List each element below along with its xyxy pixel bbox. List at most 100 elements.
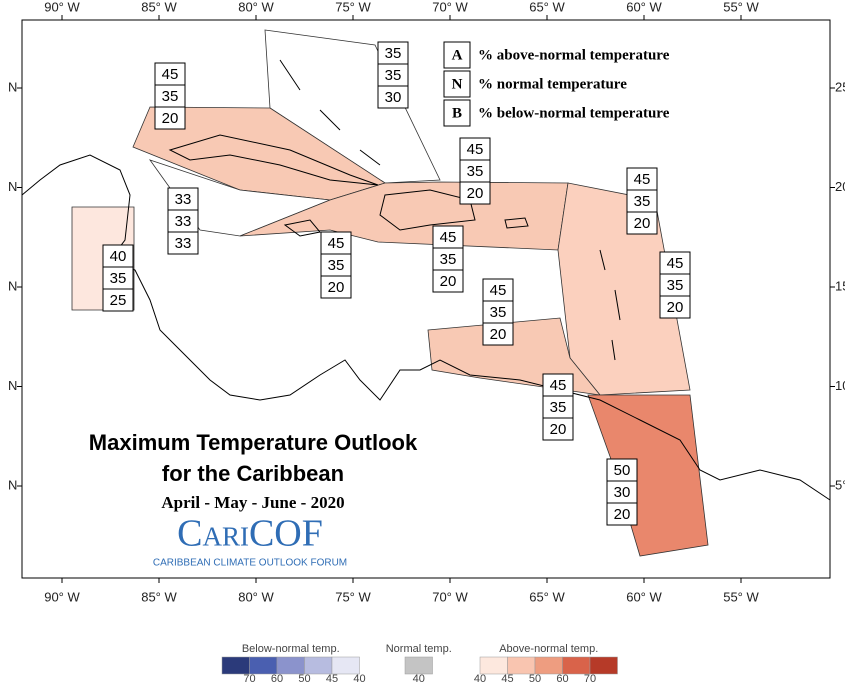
lon-label-bottom: 65° W — [529, 589, 565, 604]
prob-value: 45 — [162, 66, 179, 83]
prob-value: 45 — [490, 282, 507, 299]
title-line2: for the Caribbean — [162, 461, 344, 486]
colorbar-tick: 40 — [474, 673, 486, 684]
prob-value: 45 — [667, 255, 684, 272]
prob-cell — [626, 211, 658, 235]
colorbar-label: Above-normal temp. — [499, 643, 598, 655]
hispaniola — [379, 189, 476, 231]
prob-cell — [459, 181, 491, 205]
prob-value: 45 — [467, 141, 484, 158]
lon-label-bottom: 70° W — [432, 589, 468, 604]
colorbar-swatch — [404, 656, 433, 675]
prob-cell — [320, 275, 352, 299]
prob-value: 35 — [328, 257, 345, 274]
key-letter: B — [452, 105, 462, 121]
prob-value: 45 — [328, 235, 345, 252]
prob-value: 20 — [614, 506, 631, 523]
colorbar-swatch — [249, 656, 278, 675]
lat-label-right: 5° — [835, 477, 845, 492]
prob-value: 30 — [385, 89, 402, 106]
antilles — [599, 249, 621, 361]
lon-label-top: 65° W — [529, 0, 565, 14]
lon-label-bottom: 60° W — [626, 589, 662, 604]
colorbar-swatch — [276, 656, 305, 675]
key-letter: A — [452, 47, 463, 63]
lon-label-top: 70° W — [432, 0, 468, 14]
key-text: % above-normal temperature — [478, 47, 670, 63]
colorbar-label: Below-normal temp. — [242, 643, 340, 655]
key-box — [443, 99, 471, 127]
key-text: % below-normal temperature — [478, 105, 670, 121]
lon-label-bottom: 85° W — [141, 589, 177, 604]
prob-value: 20 — [667, 299, 684, 316]
colorbar-swatch — [562, 656, 591, 675]
lon-label-top: 85° W — [141, 0, 177, 14]
prob-cell — [167, 231, 199, 255]
prob-value: 35 — [385, 45, 402, 62]
title-period: April - May - June - 2020 — [161, 493, 344, 512]
colorbar-tick: 70 — [243, 673, 255, 684]
prob-value: 45 — [634, 171, 651, 188]
puerto-rico — [504, 217, 529, 229]
prob-value: 35 — [490, 304, 507, 321]
lat-label-right: 25 — [835, 79, 845, 94]
prob-value: 33 — [175, 235, 192, 252]
lon-label-top: 75° W — [335, 0, 371, 14]
key-box — [443, 70, 471, 98]
colorbar-swatch — [589, 656, 618, 675]
prob-value: 35 — [162, 88, 179, 105]
colorbar-tick: 50 — [298, 673, 310, 684]
colorbar-tick: 40 — [353, 673, 365, 684]
prob-cell — [102, 288, 134, 312]
key-text: % normal temperature — [478, 76, 627, 92]
prob-cell — [659, 295, 691, 319]
lat-label-left: N — [8, 79, 17, 94]
lon-label-bottom: 90° W — [44, 589, 80, 604]
logo-subtitle: CARIBBEAN CLIMATE OUTLOOK FORUM — [153, 558, 347, 569]
prob-value: 35 — [550, 399, 567, 416]
colorbar-tick: 70 — [584, 673, 596, 684]
lat-label-left: N — [8, 477, 17, 492]
prob-value: 35 — [110, 270, 127, 287]
prob-cell — [432, 269, 464, 293]
coastlines — [21, 59, 831, 501]
lat-label-right: 15 — [835, 278, 845, 293]
lat-label-left: N — [8, 278, 17, 293]
lon-label-bottom: 80° W — [238, 589, 274, 604]
lon-label-bottom: 55° W — [723, 589, 759, 604]
prob-value: 35 — [440, 251, 457, 268]
prob-value: 35 — [385, 67, 402, 84]
mainland-coast — [21, 154, 831, 501]
lon-label-bottom: 75° W — [335, 589, 371, 604]
colorbar-swatch — [479, 656, 508, 675]
colorbar-tick: 40 — [413, 673, 425, 684]
prob-value: 45 — [440, 229, 457, 246]
prob-value: 35 — [467, 163, 484, 180]
prob-value: 45 — [550, 377, 567, 394]
colorbar-tick: 50 — [529, 673, 541, 684]
labels: 90° W 90° W 85° W 85° W 80° W 80° W 75° W 75° W… — [8, 0, 845, 684]
colorbar-label: Normal temp. — [386, 643, 452, 655]
lat-label-left: N — [8, 179, 17, 194]
jamaica — [283, 219, 321, 237]
title-line1: Maximum Temperature Outlook — [89, 430, 418, 455]
prob-cell — [154, 106, 186, 130]
prob-value: 20 — [162, 110, 179, 127]
lon-label-top: 80° W — [238, 0, 274, 14]
key-box — [443, 41, 471, 69]
colorbar-tick: 45 — [326, 673, 338, 684]
colorbar-tick: 60 — [271, 673, 283, 684]
key-letter: N — [452, 76, 463, 92]
prob-value: 33 — [175, 191, 192, 208]
colorbar-swatch — [304, 656, 333, 675]
prob-value: 20 — [467, 185, 484, 202]
colorbar-swatch — [331, 656, 360, 675]
region-guianas — [587, 394, 709, 557]
prob-cell — [377, 85, 409, 109]
lon-label-top: 60° W — [626, 0, 662, 14]
prob-cell — [542, 417, 574, 441]
prob-value: 50 — [614, 462, 631, 479]
lat-label-right: 10 — [835, 378, 845, 393]
